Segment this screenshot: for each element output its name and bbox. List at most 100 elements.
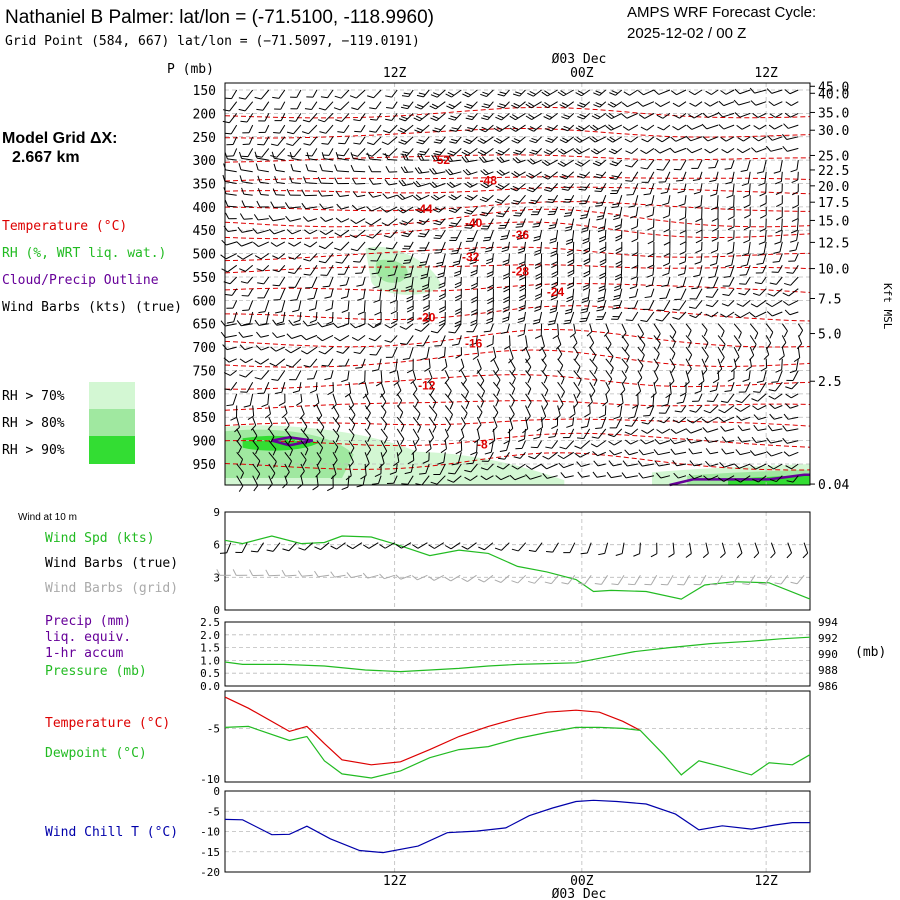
wind-barb [303, 241, 318, 248]
forecast-cycle-value: 2025-12-02 / 00 Z [627, 25, 746, 42]
wind-barb [597, 218, 607, 233]
precip-pressure-panel: 0.00.51.01.52.02.5 986 988 990 992 994 [200, 616, 838, 693]
wind-barb [335, 217, 350, 223]
wind-barb [718, 416, 735, 423]
wind-barb-grid [411, 574, 428, 581]
wind-barb [554, 405, 561, 421]
pressure-ticks: 150 200 250 300 350 400 450 500 550 600 650 700 750 8… [193, 84, 216, 473]
wind-barb [290, 101, 302, 110]
wind-barb-grid [627, 575, 641, 586]
wind-barb [389, 358, 398, 374]
wind-barb [269, 358, 286, 367]
wind-barb [447, 148, 462, 156]
wind-barb [403, 265, 414, 279]
wind-barb [430, 475, 446, 485]
wind-barb [302, 216, 318, 222]
wind-barb [750, 463, 767, 470]
wind-barb [511, 171, 526, 178]
wind-barb [287, 264, 302, 274]
wind-barb [353, 253, 366, 263]
wind-barb [776, 195, 783, 207]
wind-barb [509, 124, 526, 132]
wind-barb [272, 319, 285, 326]
wind-barb [374, 300, 382, 316]
wind-barb [477, 136, 494, 144]
y-tick-label: -5 [207, 805, 220, 818]
wind-barb [511, 194, 526, 205]
wind-barb [471, 288, 478, 304]
wind-barb [734, 475, 751, 483]
wind-chill-panel: 0 -5 -10 -15 -20 [200, 785, 811, 879]
wind-barb [451, 452, 462, 466]
temperature-contour [224, 452, 811, 471]
wind-barb [422, 300, 430, 312]
wind-barb [509, 381, 516, 395]
wind-barb [396, 405, 404, 419]
height-tick-label: 22.5 [818, 164, 849, 179]
wind-barb [284, 463, 290, 478]
wind-barb [428, 405, 438, 422]
wind-barb [579, 311, 591, 323]
grid-point-subtitle: Grid Point (584, 667) lat/lon = (−71.509… [5, 34, 420, 49]
wind-barb [637, 335, 646, 352]
wind-barb [684, 370, 690, 387]
wind-barb [662, 195, 671, 206]
wind-barb [434, 335, 446, 347]
wind-barb [725, 171, 735, 185]
wind-barb-true [753, 542, 760, 559]
wind-barb [605, 335, 612, 350]
wind-barb [685, 135, 703, 142]
temperature-contour-label: -40 [465, 216, 483, 230]
wind-barb [272, 89, 286, 99]
wind-barb [573, 370, 582, 386]
wind-barb [756, 370, 767, 383]
wind-barb [270, 201, 285, 208]
wind-barb [240, 381, 254, 393]
wind-barb [612, 300, 623, 310]
height-tick-label: 45.0 [818, 80, 849, 95]
wind-barb [701, 416, 719, 424]
wind-barb [495, 475, 510, 481]
wind-barb [479, 194, 494, 203]
wind-barb-true [478, 542, 494, 551]
wind-barb [369, 124, 382, 133]
wind-barb [289, 370, 302, 381]
wind-barb [521, 335, 528, 352]
wind-barb [759, 218, 767, 232]
wind-barb-grid [544, 574, 559, 585]
wind-barb [583, 265, 591, 278]
wind-barb [551, 276, 559, 289]
wind-barb [370, 113, 382, 121]
wind-barb [574, 440, 591, 449]
y-tick-label: -10 [200, 826, 220, 839]
wind-barb [335, 253, 350, 264]
wind-barb [641, 136, 655, 143]
wind-barb [412, 393, 419, 408]
wind-barb [349, 323, 366, 329]
wind-barb [305, 148, 318, 157]
temperature-contour-label: -12 [418, 378, 436, 392]
wind-barb [722, 288, 735, 296]
legend-wind-chill: Wind Chill T (°C) [45, 825, 178, 840]
wind-barb [720, 311, 735, 318]
wind-barb [492, 370, 501, 387]
wind-barb [786, 265, 799, 274]
wind-barb [653, 323, 661, 340]
wind-barb [677, 183, 687, 194]
wind-barb [742, 241, 751, 257]
wind-barb [733, 323, 742, 339]
wind-barb [458, 428, 465, 442]
wind-barb [657, 124, 671, 131]
wind-barb [303, 358, 318, 368]
height-axis-title: Kft MSL [881, 283, 894, 330]
wind-barb [596, 206, 607, 221]
wind-barb [282, 475, 288, 489]
wind-barb [257, 175, 269, 184]
wind-barb [608, 460, 622, 467]
wind-barb [289, 113, 302, 122]
wind-barb [722, 276, 735, 287]
wind-barb [519, 277, 526, 292]
wind-barb [624, 136, 639, 143]
wind-barb [591, 428, 607, 439]
wind-barb [783, 451, 799, 457]
